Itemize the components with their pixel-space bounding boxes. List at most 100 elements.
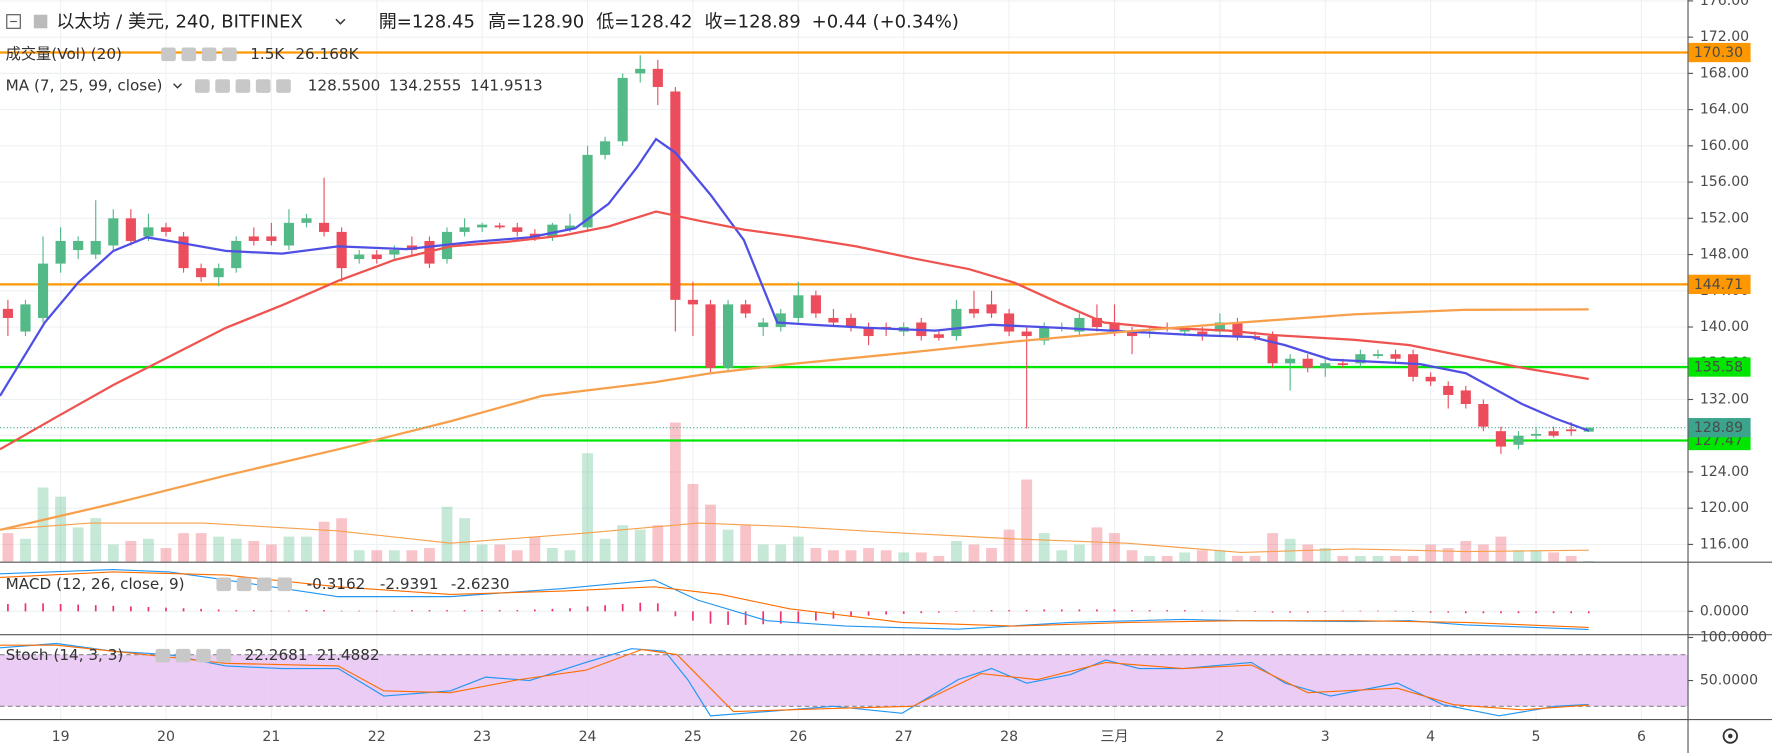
volume-bar	[1530, 550, 1542, 562]
legend-text: 收=128.89	[705, 12, 801, 33]
y-tick-label: 176.00	[1700, 0, 1749, 9]
y-tick-label: 164.00	[1700, 102, 1749, 118]
volume-bar	[178, 533, 189, 562]
volume-bar	[213, 536, 225, 562]
x-tick-label: 4	[1426, 729, 1435, 745]
dropdown-caret[interactable]	[173, 83, 182, 89]
candle-body	[670, 91, 681, 300]
legend-icon[interactable]	[215, 79, 230, 93]
legend-icon[interactable]	[216, 577, 232, 592]
volume-bar	[125, 541, 137, 562]
candle-body	[740, 304, 751, 314]
collapse-icon[interactable]	[6, 14, 21, 29]
candle-body	[775, 313, 786, 328]
legend-icon[interactable]	[235, 79, 251, 93]
legend-icon[interactable]	[277, 577, 292, 592]
legend-icon[interactable]	[216, 648, 232, 663]
volume-bar	[1021, 479, 1033, 562]
price-tag	[1688, 42, 1751, 63]
candle-body	[512, 227, 523, 232]
legend-icon[interactable]	[222, 47, 237, 62]
volume-bar	[740, 525, 752, 562]
y-tick-label: 172.00	[1700, 29, 1749, 45]
volume-ma-line	[0, 522, 1589, 554]
candle-body	[494, 225, 505, 228]
legend-icon[interactable]	[181, 47, 197, 62]
legend-icon[interactable]	[201, 47, 217, 62]
candle-body	[1548, 431, 1559, 436]
volume-bar	[494, 544, 506, 562]
legend-icon[interactable]	[255, 79, 271, 93]
price-tag	[1688, 418, 1751, 438]
candle-body	[1337, 363, 1348, 366]
x-tick-label: 26	[789, 729, 807, 745]
legend-icon[interactable]	[195, 79, 210, 93]
x-tick-label: 2	[1215, 729, 1224, 745]
legend: 以太坊 / 美元, 240, BITFINEX 開=128.45 高=128.90 低…	[6, 12, 959, 665]
legend-text: 134.2555	[389, 77, 462, 95]
volume-bar	[1214, 550, 1226, 562]
candle-body	[213, 268, 224, 278]
x-tick-label: 三月	[1100, 729, 1128, 745]
stoch-line	[0, 644, 1589, 713]
volume-bar	[388, 550, 400, 562]
volume-bar	[459, 518, 471, 562]
volume-bar	[2, 533, 14, 562]
candle-body	[37, 263, 49, 318]
legend-icon[interactable]	[155, 648, 171, 663]
gear-icon[interactable]	[1722, 728, 1738, 744]
candle-body	[266, 236, 277, 241]
legend-icon[interactable]	[161, 47, 176, 62]
volume-bar	[547, 548, 558, 562]
candle-body	[1232, 322, 1243, 337]
legend-icon[interactable]	[257, 577, 272, 592]
candle-body	[283, 222, 295, 246]
legend-text: 141.9513	[470, 77, 543, 95]
dropdown-caret[interactable]	[335, 18, 346, 25]
legend-icon[interactable]	[236, 577, 252, 592]
candle-body	[477, 224, 488, 228]
volume-bar	[1284, 538, 1296, 562]
legend-text: MACD (12, 26, close, 9)	[6, 575, 185, 593]
candle-body	[1267, 336, 1278, 364]
x-tick-label: 23	[473, 729, 491, 745]
volume-bar	[1179, 552, 1191, 562]
price-tag-label: 135.58	[1694, 360, 1743, 376]
candle-body	[600, 141, 611, 155]
ma-line	[0, 210, 1589, 451]
y-tick-label: 120.00	[1700, 500, 1749, 516]
volume-bar	[371, 550, 383, 562]
volume-bar	[160, 548, 172, 562]
x-tick-label: 22	[368, 729, 386, 745]
legend-icon[interactable]	[196, 648, 211, 663]
y-tick-label: 124.00	[1700, 464, 1749, 480]
candle-body	[1478, 404, 1489, 427]
legend-text: 低=128.42	[596, 12, 692, 33]
legend-icon[interactable]	[175, 648, 191, 663]
volume-bar	[55, 496, 67, 562]
volume-bar	[915, 552, 927, 562]
candle-body	[652, 68, 663, 87]
volume-bar	[705, 504, 716, 562]
candle-body	[986, 304, 997, 314]
volume-bar	[1513, 550, 1524, 562]
price-tag	[1688, 357, 1751, 377]
candle-body	[231, 240, 242, 269]
candle-body	[793, 295, 804, 318]
volume-bar	[265, 544, 277, 562]
y-tick-label: 132.00	[1700, 391, 1749, 407]
legend-icon[interactable]	[276, 79, 291, 93]
candle-body	[318, 222, 330, 232]
volume-bar	[599, 538, 611, 562]
candle-body	[1408, 354, 1419, 377]
volume-bar	[1161, 555, 1173, 562]
volume-bar	[1091, 527, 1103, 562]
settings-gear[interactable]	[1722, 728, 1738, 744]
ma-line	[0, 137, 1590, 432]
volume-bar	[1407, 555, 1419, 562]
volume-bar	[634, 529, 646, 562]
candle-body	[143, 227, 154, 237]
candle-body	[1425, 376, 1436, 382]
y-tick-label: 160.00	[1700, 138, 1749, 154]
candle-body	[845, 317, 857, 328]
